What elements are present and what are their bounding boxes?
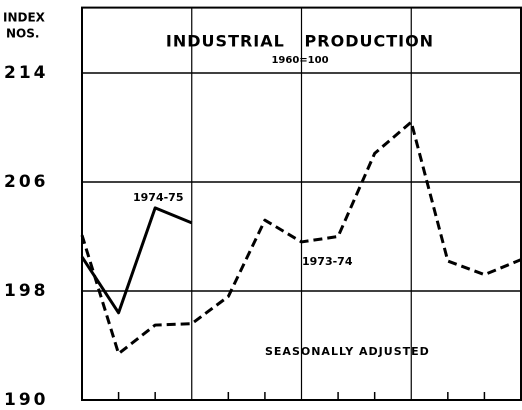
chart-title: INDUSTRIAL PRODUCTION — [166, 32, 434, 51]
y-tick-label: 214 — [4, 63, 49, 83]
chart-subtitle: 1960=100 — [271, 55, 328, 66]
y-tick-label: 190 — [4, 390, 49, 410]
series-label: 1974-75 — [133, 191, 184, 204]
y-tick-label: 198 — [4, 281, 49, 301]
y-axis-label: NOS. — [6, 27, 39, 41]
series-line — [80, 120, 522, 356]
series-label: 1973-74 — [302, 255, 353, 268]
y-axis-label: INDEX — [3, 11, 46, 25]
series-line — [80, 206, 193, 315]
annotation: SEASONALLY ADJUSTED — [265, 345, 430, 358]
y-tick-label: 206 — [4, 172, 49, 192]
